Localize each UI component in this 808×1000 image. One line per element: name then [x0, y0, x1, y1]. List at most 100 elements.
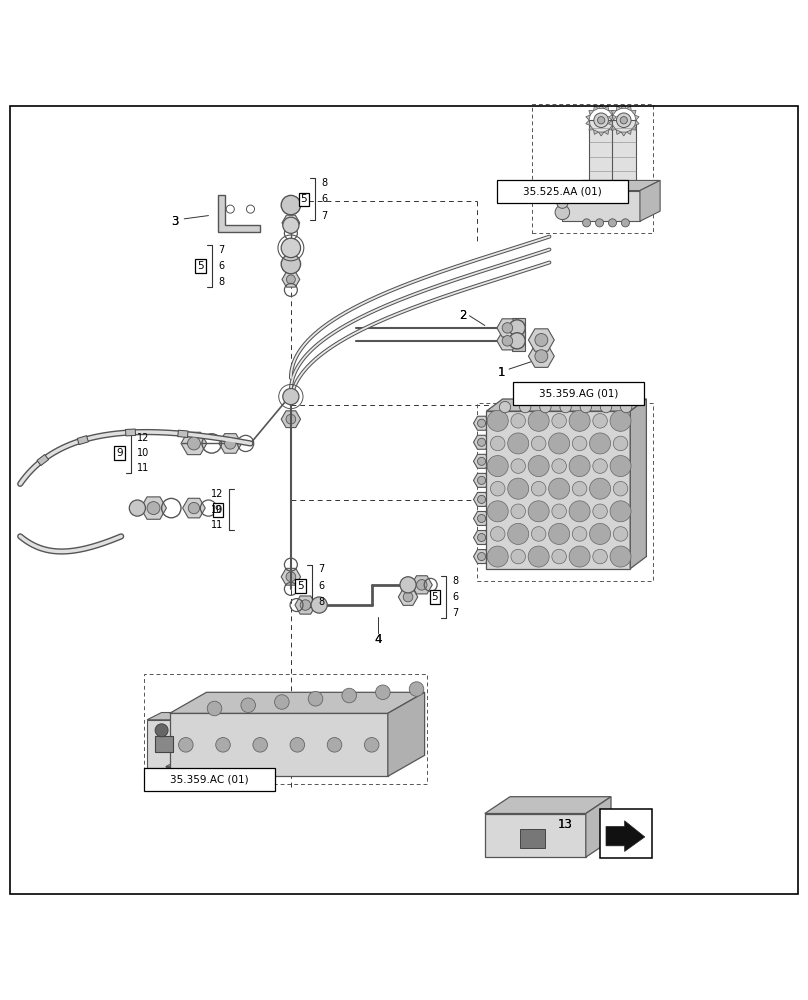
Circle shape: [478, 419, 486, 427]
Polygon shape: [617, 106, 621, 111]
Circle shape: [487, 501, 508, 522]
Text: 10: 10: [137, 448, 149, 458]
Circle shape: [569, 546, 590, 567]
Text: 6: 6: [318, 581, 325, 591]
Circle shape: [487, 546, 508, 567]
Circle shape: [169, 769, 183, 784]
Circle shape: [281, 195, 301, 215]
Polygon shape: [473, 531, 490, 545]
Circle shape: [613, 481, 628, 496]
Text: 8: 8: [218, 277, 225, 287]
Circle shape: [187, 437, 200, 450]
Polygon shape: [599, 132, 604, 136]
Polygon shape: [612, 120, 617, 125]
Polygon shape: [586, 120, 590, 125]
Circle shape: [155, 724, 168, 737]
Circle shape: [311, 597, 327, 613]
Polygon shape: [599, 104, 604, 108]
Circle shape: [226, 205, 234, 213]
Bar: [612, 120, 636, 193]
Circle shape: [617, 113, 631, 128]
Text: 1: 1: [497, 366, 505, 379]
Circle shape: [528, 501, 549, 522]
Circle shape: [555, 205, 570, 220]
Polygon shape: [486, 411, 630, 569]
Polygon shape: [586, 797, 611, 857]
Circle shape: [403, 592, 413, 602]
Circle shape: [535, 334, 548, 346]
Polygon shape: [528, 345, 554, 367]
Circle shape: [621, 401, 632, 413]
Text: 5: 5: [301, 194, 307, 204]
Text: 12: 12: [211, 489, 223, 499]
Polygon shape: [608, 115, 612, 120]
Circle shape: [286, 218, 296, 227]
Polygon shape: [528, 329, 554, 351]
Text: 35.525.AA (01): 35.525.AA (01): [523, 186, 602, 196]
Polygon shape: [497, 332, 518, 350]
Circle shape: [511, 504, 525, 519]
Polygon shape: [141, 497, 166, 519]
Text: 13: 13: [558, 818, 573, 831]
Circle shape: [490, 436, 505, 451]
Text: 8: 8: [318, 597, 325, 607]
Polygon shape: [612, 125, 617, 130]
Circle shape: [179, 738, 193, 752]
Circle shape: [241, 698, 255, 713]
Circle shape: [511, 459, 525, 473]
Circle shape: [253, 738, 267, 752]
Circle shape: [502, 336, 512, 346]
Polygon shape: [281, 568, 301, 585]
Polygon shape: [188, 762, 198, 779]
Circle shape: [281, 254, 301, 274]
Text: 35.359.AC (01): 35.359.AC (01): [170, 775, 249, 785]
Polygon shape: [125, 429, 136, 436]
Circle shape: [478, 476, 486, 484]
Circle shape: [364, 738, 379, 752]
Circle shape: [610, 546, 631, 567]
Polygon shape: [589, 110, 594, 115]
Text: 2: 2: [459, 309, 467, 322]
Circle shape: [572, 481, 587, 496]
Polygon shape: [626, 130, 631, 134]
Circle shape: [557, 197, 568, 208]
Polygon shape: [147, 713, 190, 720]
Circle shape: [569, 501, 590, 522]
Polygon shape: [635, 120, 639, 125]
Circle shape: [417, 580, 427, 590]
Text: 9: 9: [116, 448, 123, 458]
Polygon shape: [147, 720, 175, 768]
Circle shape: [532, 481, 546, 496]
Circle shape: [528, 456, 549, 477]
Circle shape: [560, 401, 571, 413]
Circle shape: [552, 459, 566, 473]
Circle shape: [188, 502, 200, 514]
Polygon shape: [640, 180, 660, 221]
Polygon shape: [166, 762, 198, 767]
Polygon shape: [608, 110, 613, 115]
Circle shape: [283, 388, 299, 405]
Circle shape: [327, 738, 342, 752]
Circle shape: [487, 456, 508, 477]
Polygon shape: [473, 492, 490, 506]
Polygon shape: [219, 434, 242, 453]
Circle shape: [583, 219, 591, 227]
Text: 7: 7: [318, 564, 325, 574]
Circle shape: [613, 527, 628, 541]
Polygon shape: [473, 416, 490, 430]
Polygon shape: [497, 319, 518, 337]
Circle shape: [281, 238, 301, 258]
Polygon shape: [473, 473, 490, 487]
Circle shape: [610, 410, 631, 431]
Polygon shape: [562, 180, 660, 191]
Circle shape: [572, 527, 587, 541]
Bar: [589, 120, 613, 193]
Circle shape: [409, 682, 423, 696]
Text: 5: 5: [197, 261, 204, 271]
Polygon shape: [170, 713, 388, 776]
Text: 10: 10: [211, 505, 223, 515]
Circle shape: [507, 433, 528, 454]
Polygon shape: [398, 589, 418, 605]
Circle shape: [593, 459, 608, 473]
Bar: [144, 768, 275, 791]
